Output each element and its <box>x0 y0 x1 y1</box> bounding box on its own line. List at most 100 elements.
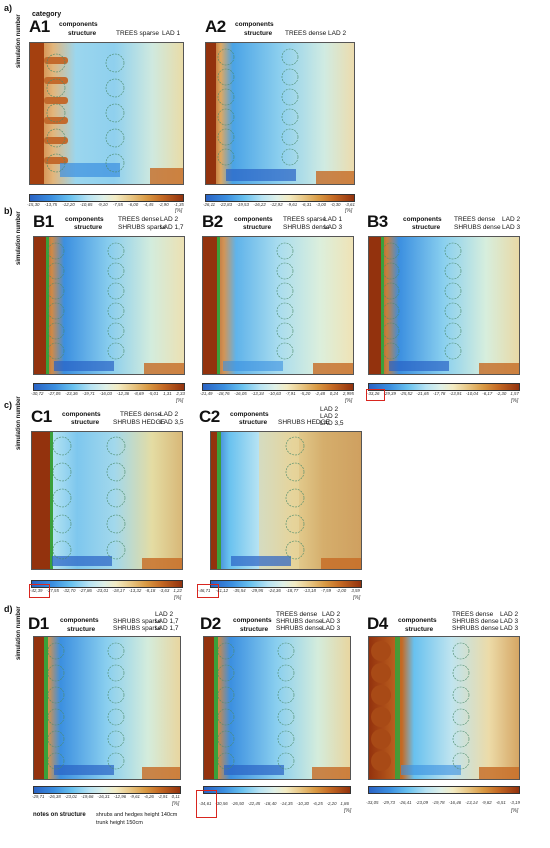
cbar-tick: -16,05 <box>234 391 247 396</box>
cbar-tick: 1,31 <box>163 391 172 396</box>
cbar-tick: -6,26 <box>143 794 154 799</box>
hdr-lad: LAD 2 <box>502 216 521 223</box>
cbar-tick: -9,61 <box>129 794 140 799</box>
cbar-tick: -24,36 <box>268 588 281 593</box>
hdr-lad: LAD 1 <box>324 216 343 223</box>
cbar-tick: -18,40 <box>264 801 277 806</box>
hdr-structure: structure <box>412 224 441 231</box>
cbar-tick: -13,18 <box>303 588 316 593</box>
hdr-shrubs: SHRUBS HEDGE <box>278 419 331 426</box>
highlight-box-D2 <box>196 790 217 818</box>
unit-D1: [%] <box>172 801 180 807</box>
hdr-shrubs: SHRUBS HEDGE <box>113 419 166 426</box>
cbar-tick: -23,36 <box>65 391 78 396</box>
colorbar-C1 <box>31 580 183 588</box>
cbar-tick: -10,65 <box>80 202 93 207</box>
unit-D4: [%] <box>511 808 519 814</box>
heatmap-C1 <box>31 431 183 570</box>
colorbar-values-A1: -15,30 -13,75 -12,20 -10,65 -9,10 -7,55 -6,… <box>27 202 184 207</box>
cbar-tick: -10,63 <box>268 391 281 396</box>
simulation-number-label-a: simulation number <box>16 14 22 68</box>
unit-B2: [%] <box>345 398 353 404</box>
cbar-tick: -18,77 <box>285 588 299 593</box>
colorbar-values-B2: -21,49 -18,76 -16,05 -13,34 -10,63 -7,91 -5… <box>200 391 354 396</box>
cbar-tick: -27,05 <box>48 391 61 396</box>
hdr-lad: LAD 2 <box>320 406 339 413</box>
cbar-tick: -13,32 <box>128 588 142 593</box>
cbar-tick: -17,78 <box>432 391 446 396</box>
cbar-tick: -19,71 <box>82 391 95 396</box>
colorbar-values-B3: -33,26 -29,39 -25,52 -21,65 -17,78 -13,91 -… <box>367 391 519 396</box>
hdr-shrubs: SHRUBS dense <box>454 224 501 231</box>
cbar-tick: -12,96 <box>113 794 127 799</box>
colorbar-B2 <box>202 383 354 391</box>
cbar-tick: -1,35 <box>173 202 184 207</box>
cbar-tick: -13,14 <box>465 800 478 805</box>
colorbar-values-D1: -29,71 -26,38 -23,01 -19,66 -16,31 -12,96 -… <box>32 794 180 799</box>
cbar-tick: -29,95 <box>250 588 264 593</box>
cbar-tick: -21,65 <box>416 391 429 396</box>
simulation-number-label-b: simulation number <box>16 211 22 265</box>
hdr-lad: LAD 3 <box>500 618 519 625</box>
hdr-lad: LAD 3,5 <box>160 419 184 426</box>
cbar-tick: -2,91 <box>157 794 168 799</box>
hdr-shrubs: SHRUBS dense <box>276 618 323 625</box>
hdr-lad: LAD 2 <box>160 216 179 223</box>
cbar-tick: -30,72 <box>31 391 44 396</box>
highlight-box-B3 <box>366 389 385 401</box>
hdr-shrubs: SHRUBS dense <box>276 625 323 632</box>
cbar-tick: -2,90 <box>158 202 169 207</box>
panel-label-C2: C2 <box>199 407 220 426</box>
unit-A2: [%] <box>345 208 353 214</box>
hdr-structure: structure <box>239 419 268 426</box>
cbar-tick: 0,24 <box>329 391 339 396</box>
cbar-tick: -35,54 <box>233 588 246 593</box>
cbar-tick: -29,73 <box>382 800 395 805</box>
cbar-tick: -16,46 <box>448 800 462 805</box>
hdr-components: components <box>60 617 99 624</box>
cbar-tick: -15,30 <box>27 202 40 207</box>
colorbar-D2 <box>203 786 351 794</box>
row-label-d: d) <box>4 604 13 614</box>
cbar-tick: -26,11 <box>203 202 216 207</box>
row-label-c: c) <box>4 400 13 410</box>
cbar-tick: -21,49 <box>200 391 213 396</box>
cbar-tick: -13,34 <box>251 391 264 396</box>
hdr-trees: TREES sparse <box>283 216 326 223</box>
cbar-tick: -29,71 <box>32 794 45 799</box>
cbar-tick: -29,39 <box>383 391 396 396</box>
cbar-tick: -13,75 <box>44 202 58 207</box>
unit-B1: [%] <box>176 398 184 404</box>
panel-label-B1: B1 <box>33 212 54 231</box>
hdr-lad: LAD 3 <box>322 625 341 632</box>
cbar-tick: -46,71 <box>198 588 211 593</box>
cbar-tick: -23,01 <box>95 588 109 593</box>
heatmap-C2 <box>210 431 362 570</box>
colorbar-values-C2: -46,71 -41,12 -35,54 -29,95 -24,36 -18,77 -… <box>198 588 360 593</box>
cbar-tick: -6,25 <box>312 801 323 806</box>
unit-A1: [%] <box>175 208 183 214</box>
colorbar-values-B1: -30,72 -27,05 -23,36 -19,71 -16,03 -12,36 -… <box>31 391 185 396</box>
cbar-tick: -23,01 <box>64 794 78 799</box>
cbar-tick: -9,10 <box>97 202 108 207</box>
cbar-tick: -22,45 <box>247 801 261 806</box>
hdr-structure: structure <box>405 626 434 633</box>
cbar-tick: 2,995 <box>342 391 354 396</box>
cbar-tick: -9,61 <box>287 202 298 207</box>
hdr-trees: TREES dense <box>285 30 327 37</box>
panel-label-D2: D2 <box>200 614 221 633</box>
cbar-tick: -6,31 <box>301 202 312 207</box>
hdr-components: components <box>59 21 98 28</box>
heatmap-A1 <box>29 42 184 185</box>
cbar-tick: -18,17 <box>112 588 125 593</box>
hdr-lad: LAD 1,7 <box>160 224 184 231</box>
cbar-tick: -30,56 <box>215 801 228 806</box>
cbar-tick: -22,83 <box>219 202 233 207</box>
cbar-tick: -25,52 <box>399 391 413 396</box>
panel-label-D1: D1 <box>28 614 49 633</box>
hdr-lad: LAD 2 <box>155 611 174 618</box>
unit-C1: [%] <box>174 595 182 601</box>
cbar-tick: 1,57 <box>510 391 519 396</box>
heatmap-D4 <box>368 636 520 780</box>
cbar-tick: -3,00 <box>316 202 327 207</box>
